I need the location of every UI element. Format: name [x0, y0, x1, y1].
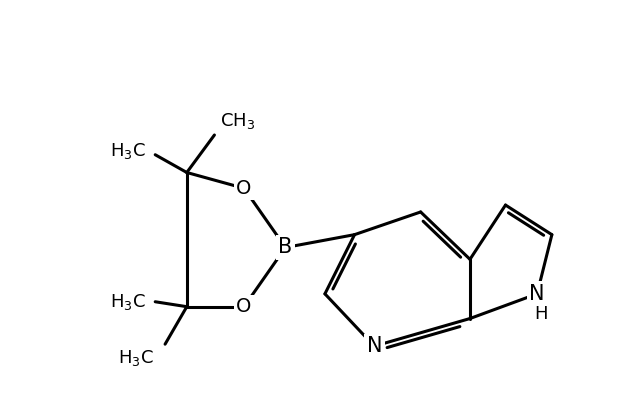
Text: H$_3$C: H$_3$C — [109, 292, 145, 312]
Text: H$_3$C: H$_3$C — [109, 141, 145, 161]
Text: O: O — [236, 179, 252, 198]
Text: CH$_3$: CH$_3$ — [221, 111, 256, 131]
Text: B: B — [278, 237, 292, 257]
Text: O: O — [236, 297, 252, 316]
Text: H: H — [534, 305, 548, 323]
Text: H$_3$C: H$_3$C — [118, 348, 154, 368]
Text: N: N — [529, 284, 545, 304]
Text: N: N — [367, 336, 382, 356]
